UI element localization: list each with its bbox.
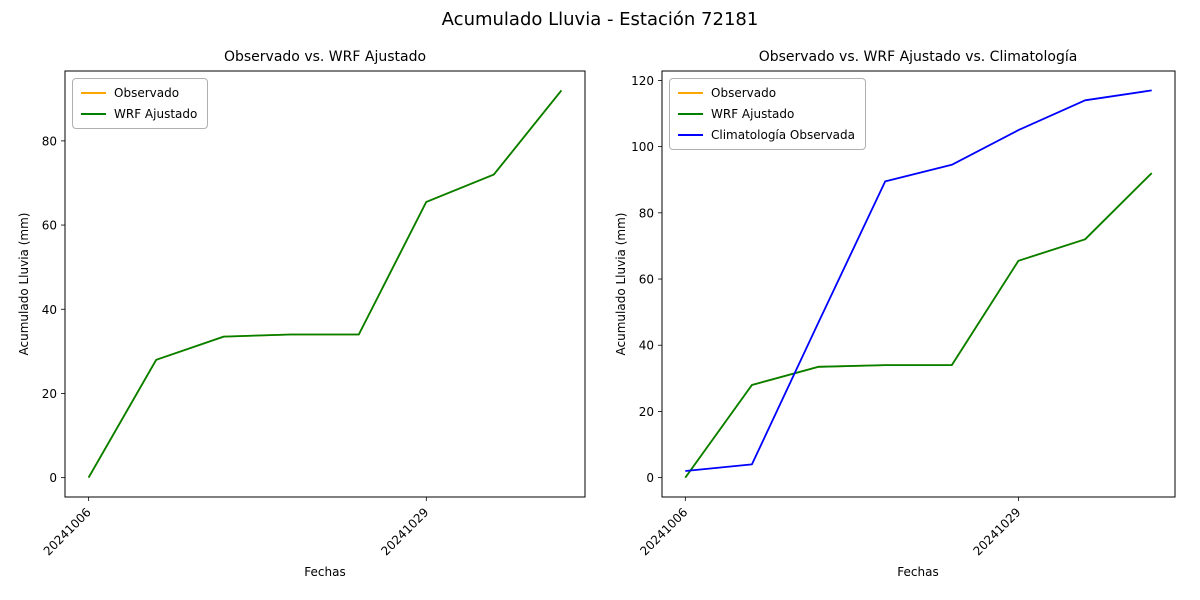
legend-entry: WRF Ajustado [678, 106, 855, 122]
x-axis-label-right: Fechas [897, 565, 939, 579]
series-line-observado [87, 89, 563, 479]
axes-title-left: Observado vs. WRF Ajustado [223, 49, 427, 65]
y-tick-label: 60 [42, 219, 57, 233]
y-tick-label: 40 [42, 303, 57, 317]
legend-entry: WRF Ajustado [81, 106, 197, 122]
y-tick-label: 100 [631, 140, 654, 154]
series-line-climatolog-a-observada [685, 89, 1152, 472]
series-line-wrf-ajustado [684, 172, 1153, 479]
y-tick-label: 80 [42, 134, 57, 148]
legend-line-swatch [678, 134, 703, 136]
series-line-wrf-ajustado [87, 89, 563, 479]
y-axis-label-left: Acumulado Lluvia (mm) [17, 212, 31, 356]
axes-frame [661, 70, 1176, 498]
legend-entry: Observado [81, 85, 197, 101]
y-tick-label: 60 [639, 273, 654, 287]
y-tick-label: 20 [42, 387, 57, 401]
legend-label: WRF Ajustado [711, 107, 795, 121]
axes-frame [64, 70, 586, 498]
y-tick-label: 20 [639, 405, 654, 419]
y-tick-label: 120 [631, 74, 654, 88]
legend-left: Observado WRF Ajustado [72, 78, 209, 129]
legend-entry: Climatología Observada [678, 127, 855, 143]
y-axis-label-right: Acumulado Lluvia (mm) [614, 212, 628, 356]
legend-entry: Observado [678, 85, 855, 101]
legend-line-swatch [81, 92, 106, 94]
series-line-observado [684, 172, 1153, 479]
subplot-0: 0 20 40 60 80 20241006 20241029 [41, 70, 586, 558]
legend-line-swatch [678, 92, 703, 94]
legend-label: Observado [711, 86, 777, 100]
legend-label: WRF Ajustado [114, 107, 198, 121]
legend-right: Observado WRF Ajustado Climatología Observ… [669, 78, 866, 150]
legend-line-swatch [81, 113, 106, 115]
y-tick-label: 0 [646, 471, 654, 485]
x-tick-label: 20241006 [637, 505, 690, 558]
y-tick-label: 0 [49, 471, 57, 485]
figure-title: Acumulado Lluvia - Estación 72181 [441, 9, 759, 30]
legend-line-swatch [678, 113, 703, 115]
x-axis-label-left: Fechas [304, 565, 346, 579]
legend-label: Climatología Observada [711, 128, 855, 142]
x-tick-label: 20241029 [378, 505, 431, 558]
y-tick-label: 80 [639, 206, 654, 220]
axes-title-right: Observado vs. WRF Ajustado vs. Climatolo… [758, 49, 1078, 65]
y-tick-label: 40 [639, 339, 654, 353]
x-tick-label: 20241006 [41, 505, 94, 558]
x-tick-label: 20241029 [970, 505, 1023, 558]
legend-label: Observado [114, 86, 180, 100]
